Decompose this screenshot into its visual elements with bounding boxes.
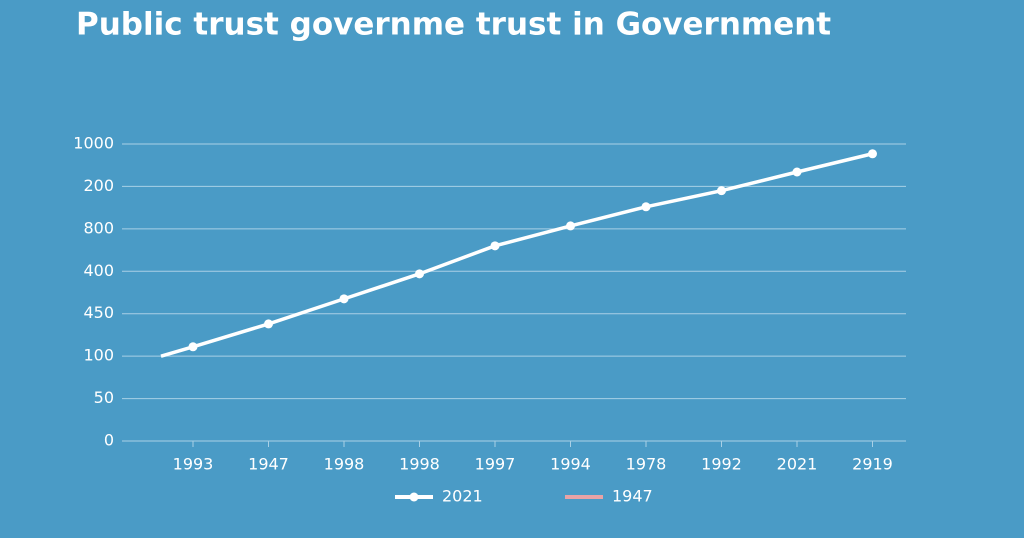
data-point: [188, 342, 198, 352]
x-tick-label: 1992: [701, 455, 742, 474]
legend-label: 1947: [612, 487, 653, 506]
data-point: [717, 186, 726, 196]
x-tick-label: 1994: [550, 455, 591, 474]
data-point: [490, 241, 500, 251]
x-tick-label: 1998: [399, 455, 440, 474]
x-tick-label: 1978: [626, 455, 667, 474]
y-tick-label: 0: [104, 431, 114, 450]
data-point: [264, 319, 273, 329]
y-tick-label: 100: [83, 346, 114, 365]
y-tick-label: 50: [94, 388, 114, 407]
legend-marker: [409, 492, 419, 502]
x-tick-label: 2919: [852, 455, 893, 474]
x-tick-label: 1993: [173, 455, 214, 474]
data-point: [339, 294, 349, 304]
data-point: [792, 167, 802, 177]
data-point: [641, 202, 651, 212]
x-tick-label: 1947: [248, 455, 289, 474]
y-tick-label: 800: [83, 218, 114, 237]
data-point: [868, 149, 877, 159]
y-tick-label: 1000: [73, 134, 114, 153]
data-point: [415, 269, 424, 279]
y-tick-label: 400: [83, 261, 114, 280]
x-tick-label: 2021: [777, 455, 818, 474]
x-tick-label: 1997: [475, 455, 516, 474]
legend-label: 2021: [442, 487, 483, 506]
y-tick-label: 200: [83, 176, 114, 195]
y-tick-label: 450: [83, 303, 114, 322]
x-tick-label: 1998: [324, 455, 365, 474]
data-point: [566, 221, 575, 231]
chart-title: Public trust governme trust in Governmen…: [76, 7, 831, 43]
